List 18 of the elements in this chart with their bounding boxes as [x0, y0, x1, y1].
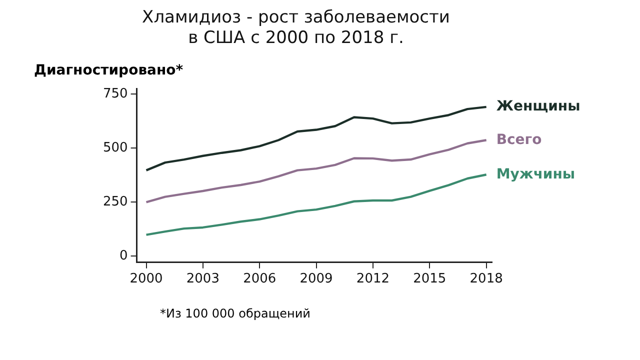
x-tick-label: 2015 — [413, 272, 446, 287]
x-tick-label: 2003 — [186, 272, 220, 287]
text: Хламидиоз - рост заболеваемости — [142, 8, 450, 28]
x-tick-label: 2006 — [243, 272, 276, 287]
series-label: Мужчины — [496, 166, 576, 182]
x-tick-label: 2012 — [356, 272, 390, 287]
x-tick-label: 2000 — [130, 272, 163, 287]
series-label: Всего — [496, 132, 542, 148]
text: в США с 2000 по 2018 г. — [188, 28, 404, 48]
series-label: Женщины — [496, 98, 580, 115]
y-tick-label: 500 — [102, 140, 128, 156]
x-tick-label: 2018 — [470, 272, 503, 287]
y-tick-label: 250 — [102, 194, 128, 210]
y-tick-label: 750 — [102, 86, 128, 102]
y-tick-label: 0 — [120, 248, 128, 264]
text: *Из 100 000 обращений — [160, 306, 310, 321]
y-axis-title: Диагностировано* — [34, 62, 184, 79]
x-tick-label: 2009 — [300, 272, 333, 287]
